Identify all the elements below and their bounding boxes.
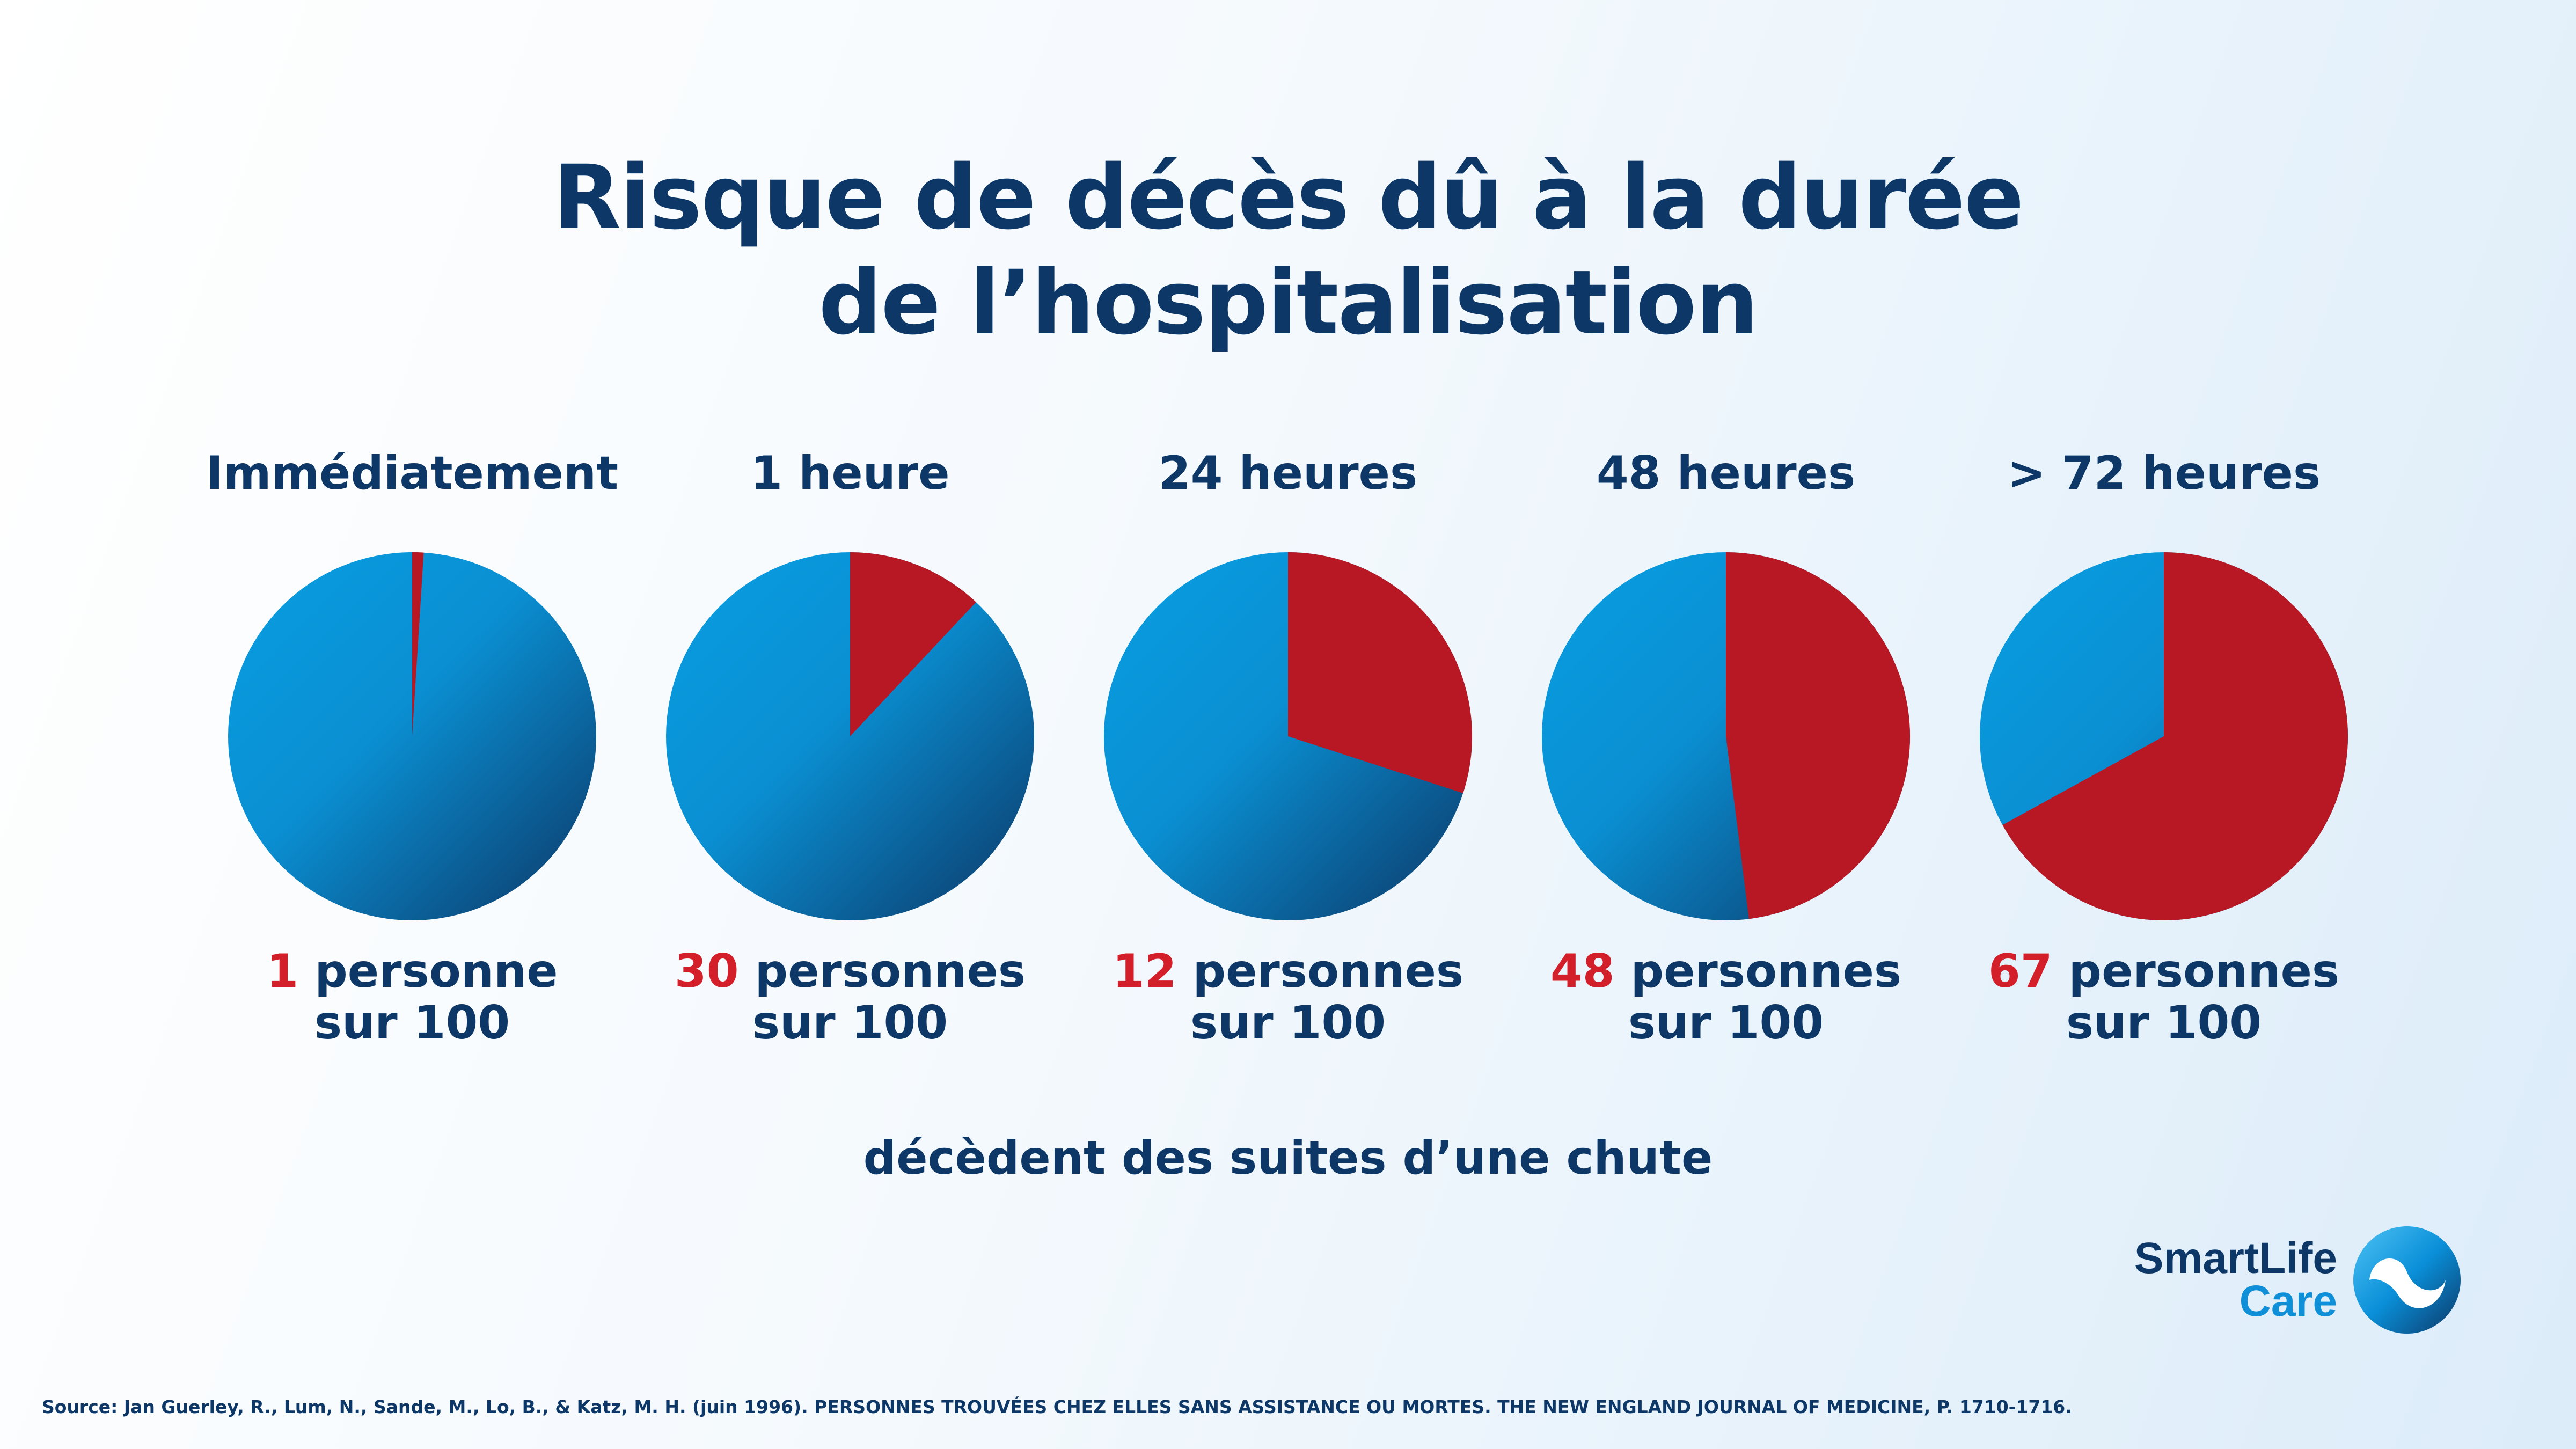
pie-count-word: personnes [1192, 945, 1464, 998]
pie-count-denominator: sur 100 [2066, 996, 2262, 1050]
pie-count-label: 30 personnes sur 100 [609, 946, 1092, 1049]
brand-logo: SmartLife Care [2134, 1234, 2337, 1326]
pie-category-label: 24 heures [1158, 447, 1418, 500]
pie-count-label: 1 personne sur 100 [171, 946, 654, 1049]
pie-count-word: personnes [2068, 945, 2340, 998]
title-line-1: Risque de décès dû à la durée [553, 146, 2024, 249]
pie-count-number: 48 [1550, 945, 1615, 998]
pie-count-number: 30 [674, 945, 739, 998]
pie-category-label: Immédiatement [206, 447, 619, 500]
pie-slice-deaths [850, 552, 976, 736]
pie-count-denominator: sur 100 [314, 996, 510, 1050]
brand-name-line-1: SmartLife [2134, 1234, 2337, 1283]
smartlife-wave-icon [2353, 1226, 2461, 1334]
pie-count-label: 48 personnes sur 100 [1484, 946, 1967, 1049]
pie-count-number: 67 [1988, 945, 2053, 998]
page-title: Risque de décès dû à la durée de l’hospi… [0, 145, 2576, 355]
pie-count-word: personnes [755, 945, 1026, 998]
pie-count-number: 1 [266, 945, 299, 998]
pie-count-word: personnes [1630, 945, 1902, 998]
pie-slice-deaths [2002, 552, 2348, 920]
pie-category-label: 1 heure [750, 447, 950, 500]
pie-category-label: 48 heures [1596, 447, 1856, 500]
pie-chart [228, 552, 596, 920]
pie-count-label: 12 personnes sur 100 [1046, 946, 1529, 1049]
pie-chart [666, 552, 1034, 920]
title-line-2: de l’hospitalisation [818, 251, 1759, 354]
pie-slice-deaths [1726, 552, 1911, 919]
pie-count-label: 67 personnes sur 100 [1922, 946, 2405, 1049]
pie-count-denominator: sur 100 [752, 996, 948, 1050]
pie-count-word: personne [314, 945, 558, 998]
pie-slice-deaths [412, 552, 424, 736]
pie-category-label: > 72 heures [2007, 447, 2321, 500]
pie-chart [1980, 552, 2348, 920]
pie-count-denominator: sur 100 [1628, 996, 1824, 1050]
brand-name-line-2: Care [2239, 1277, 2337, 1326]
pie-chart [1542, 552, 1911, 920]
source-citation: Source: Jan Guerley, R., Lum, N., Sande,… [42, 1396, 2072, 1417]
pie-count-denominator: sur 100 [1190, 996, 1386, 1050]
pie-slice-deaths [1288, 552, 1472, 793]
pie-count-number: 12 [1112, 945, 1177, 998]
pie-chart [1104, 552, 1472, 920]
chart-caption: décèdent des suites d’une chute [863, 1131, 1713, 1185]
